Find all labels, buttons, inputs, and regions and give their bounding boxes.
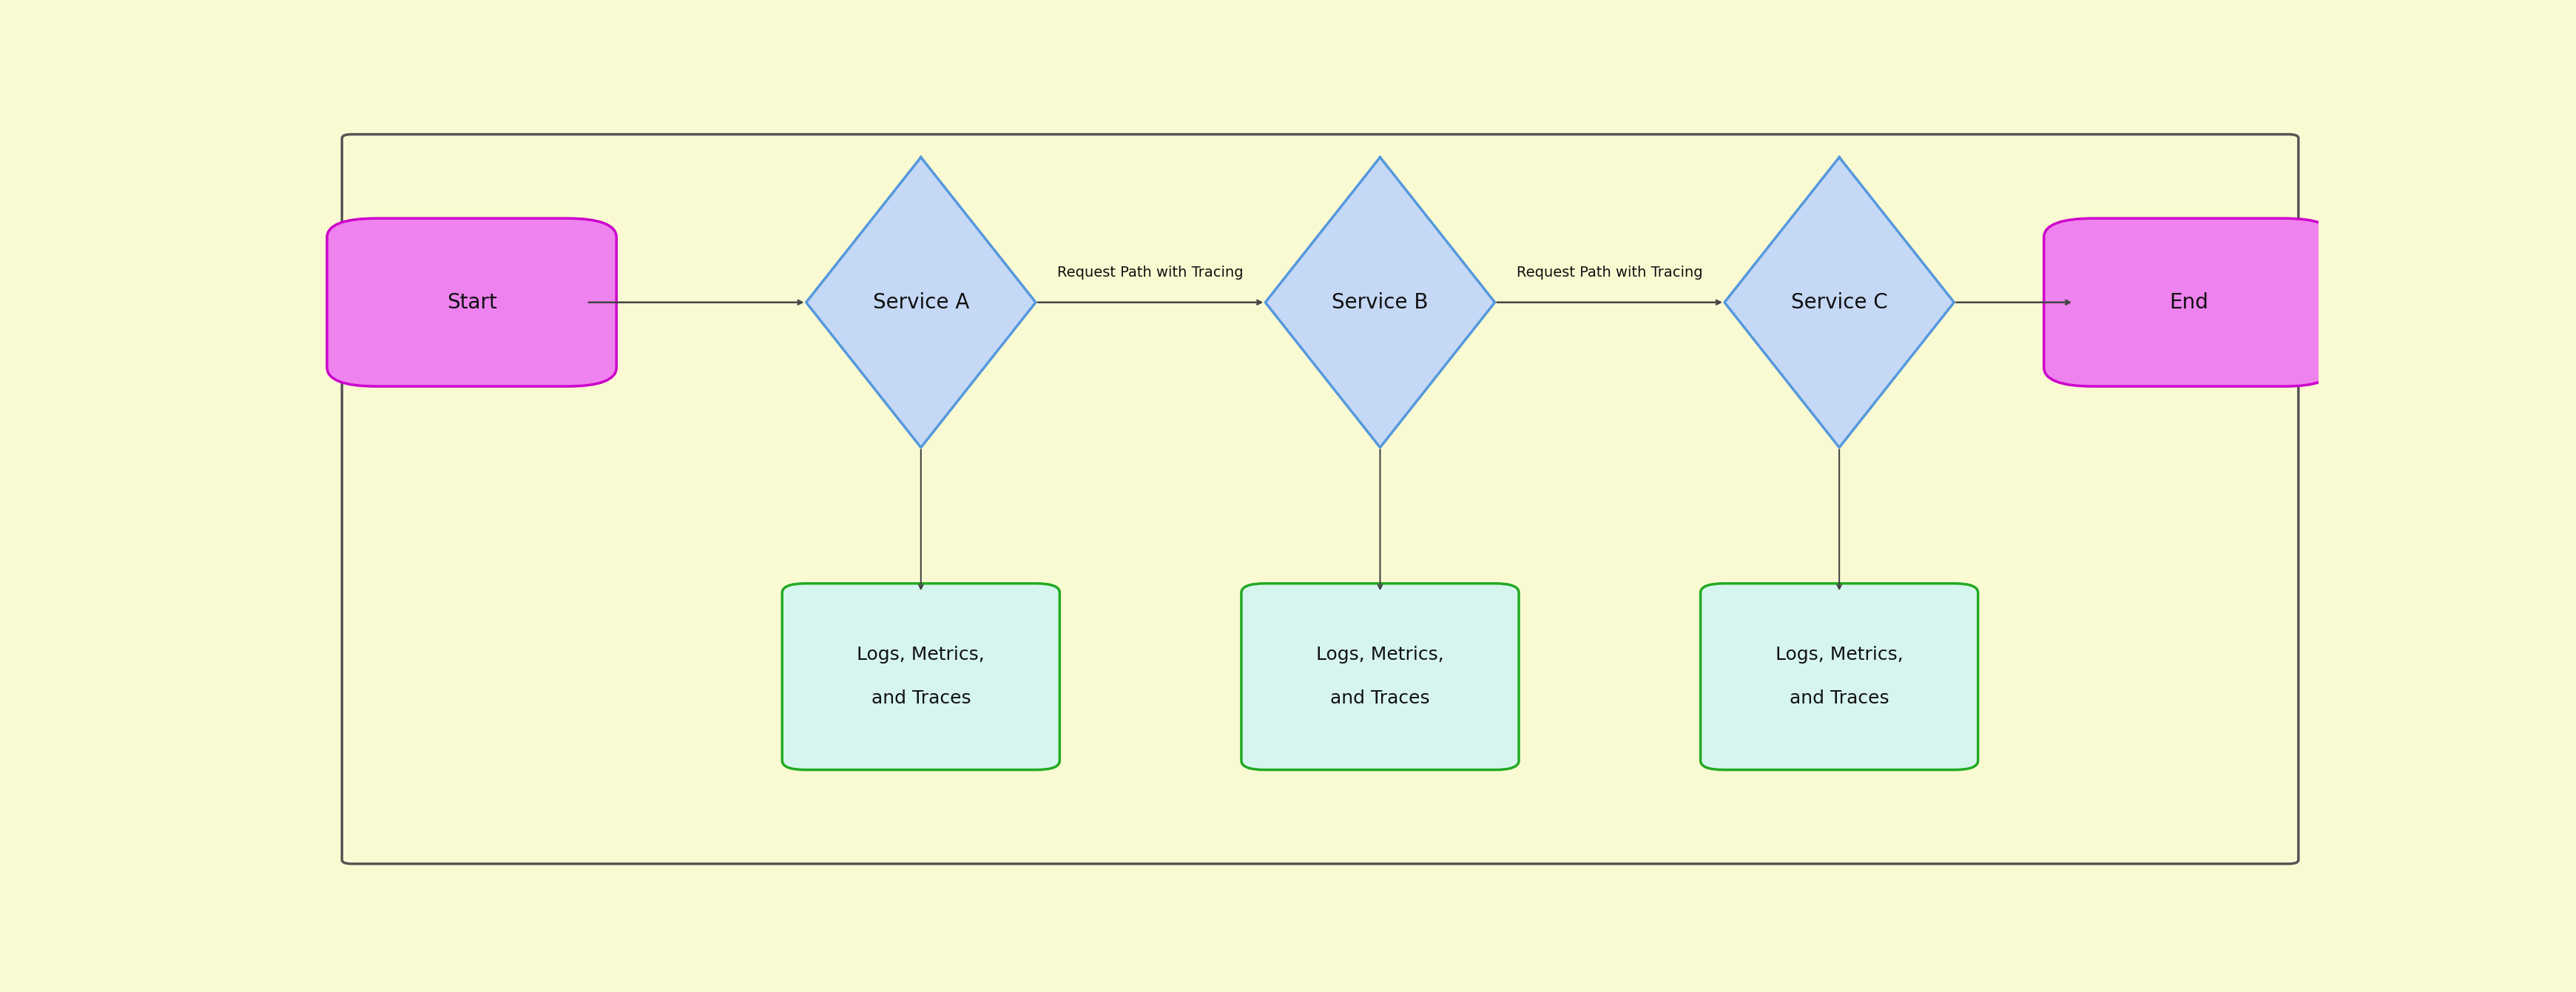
FancyBboxPatch shape [343, 134, 2298, 864]
Text: Logs, Metrics,: Logs, Metrics, [858, 646, 984, 664]
Text: and Traces: and Traces [1790, 689, 1888, 707]
Text: Service A: Service A [873, 292, 969, 312]
Text: and Traces: and Traces [1329, 689, 1430, 707]
FancyBboxPatch shape [2043, 218, 2334, 387]
FancyBboxPatch shape [1700, 583, 1978, 770]
Text: Start: Start [446, 292, 497, 312]
FancyBboxPatch shape [783, 583, 1059, 770]
Polygon shape [1723, 158, 1955, 447]
FancyBboxPatch shape [1242, 583, 1520, 770]
Text: Request Path with Tracing: Request Path with Tracing [1517, 266, 1703, 280]
Polygon shape [806, 158, 1036, 447]
Polygon shape [1265, 158, 1494, 447]
Text: Service B: Service B [1332, 292, 1427, 312]
Text: Logs, Metrics,: Logs, Metrics, [1775, 646, 1904, 664]
Text: Request Path with Tracing: Request Path with Tracing [1056, 266, 1244, 280]
Text: Service C: Service C [1790, 292, 1888, 312]
Text: End: End [2169, 292, 2208, 312]
Text: and Traces: and Traces [871, 689, 971, 707]
FancyBboxPatch shape [327, 218, 616, 387]
Text: Logs, Metrics,: Logs, Metrics, [1316, 646, 1445, 664]
